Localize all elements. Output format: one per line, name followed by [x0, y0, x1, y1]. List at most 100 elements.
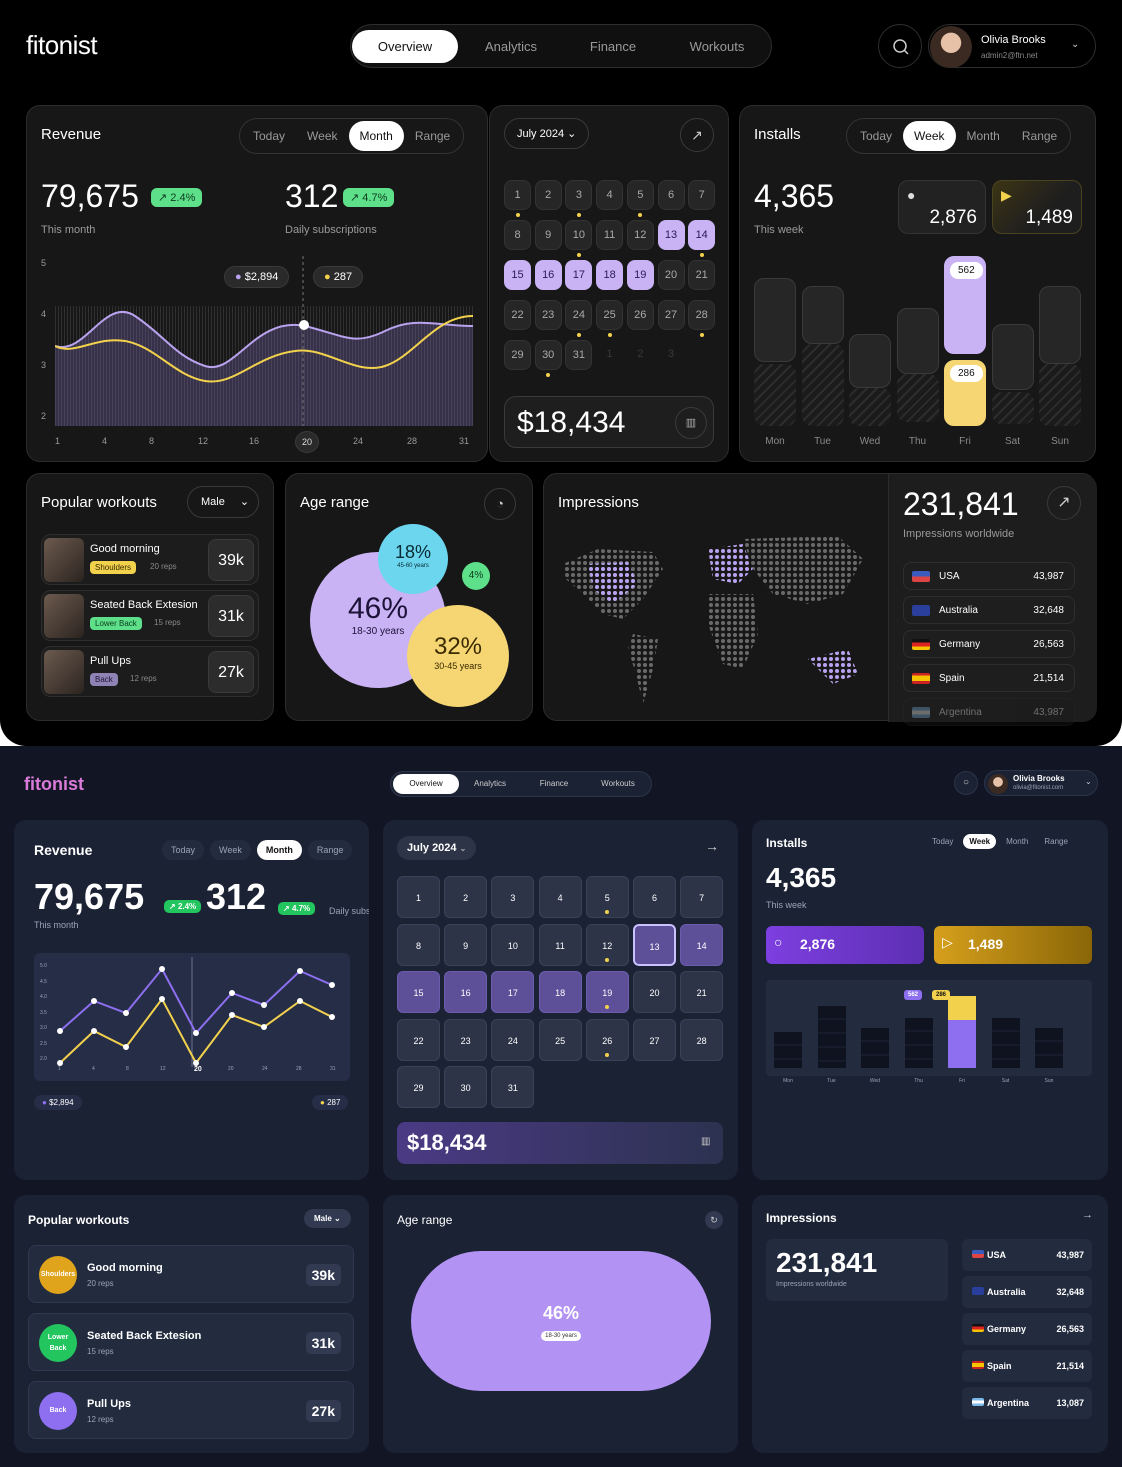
expand-arrow-icon[interactable]: ↗ [1047, 486, 1081, 520]
calendar-day[interactable]: 23 [444, 1018, 488, 1061]
install-bar[interactable] [991, 1018, 1020, 1068]
search-icon[interactable]: ○ [954, 771, 978, 795]
calendar-day[interactable]: 16 [444, 971, 488, 1013]
calendar-day[interactable]: 2 [534, 180, 562, 210]
calendar-day[interactable]: 27 [633, 1018, 676, 1061]
calendar-day[interactable]: 12 [626, 220, 654, 250]
country-row[interactable]: Spain 21,514 [903, 664, 1075, 692]
calendar-day[interactable]: 13 [633, 923, 676, 966]
refresh-icon[interactable]: ↻ [705, 1211, 723, 1229]
calendar-day[interactable]: 6 [657, 180, 685, 210]
workout-item[interactable]: Pull Ups Back 12 reps 27k [41, 646, 259, 697]
month-select[interactable]: July 2024 ⌄ [397, 836, 477, 860]
range-range[interactable]: Range [307, 840, 353, 860]
calendar-day[interactable]: 29 [504, 340, 531, 370]
install-bar[interactable] [896, 308, 939, 374]
month-select[interactable]: July 2024 ⌄ [504, 118, 590, 149]
calendar-day[interactable]: 31 [565, 340, 593, 370]
country-row[interactable]: Australia 32,648 [962, 1276, 1092, 1308]
range-week[interactable]: Week [307, 129, 338, 143]
calendar-day[interactable]: 1 [397, 876, 440, 918]
country-row[interactable]: USA 43,987 [903, 562, 1075, 590]
calendar-day[interactable]: 21 [680, 971, 724, 1013]
calendar-day[interactable]: 3 [491, 876, 535, 918]
calendar-day[interactable]: 1 [504, 180, 531, 210]
calendar-day[interactable]: 10 [491, 923, 535, 966]
calendar-day[interactable]: 12 [585, 923, 629, 966]
calendar-day[interactable]: 30 [534, 340, 562, 370]
install-bar[interactable] [904, 1018, 933, 1068]
range-today[interactable]: Today [932, 837, 954, 846]
workout-item[interactable]: Good morning Shoulders 20 reps 39k [41, 534, 259, 585]
range-month[interactable]: Month [348, 121, 404, 151]
range-month[interactable]: Month [966, 129, 1000, 143]
calendar-day[interactable]: 10 [565, 220, 593, 250]
tab-workouts[interactable]: Workouts [689, 39, 745, 54]
range-range[interactable]: Range [1044, 837, 1068, 846]
country-row[interactable]: Spain 21,514 [962, 1350, 1092, 1382]
range-month[interactable]: Month [1006, 837, 1029, 846]
calendar-day[interactable]: 22 [397, 1018, 440, 1061]
tab-analytics[interactable]: Analytics [484, 39, 538, 54]
calendar-day[interactable]: 1 [606, 348, 613, 360]
calendar-day[interactable]: 4 [596, 180, 624, 210]
country-row[interactable]: USA 43,987 [962, 1239, 1092, 1271]
calendar-day[interactable]: 18 [596, 260, 624, 290]
calendar-day[interactable]: 9 [444, 923, 488, 966]
calendar-day[interactable]: 17 [565, 260, 593, 290]
workout-item[interactable]: Seated Back Extesion Lower Back 15 reps … [41, 590, 259, 641]
calendar-day[interactable]: 31 [491, 1066, 535, 1108]
calendar-day[interactable]: 11 [596, 220, 624, 250]
calendar-day[interactable]: 14 [688, 220, 716, 250]
calendar-day[interactable]: 26 [626, 300, 654, 330]
range-today[interactable]: Today [860, 129, 893, 143]
workout-item[interactable]: Lower Back Seated Back Extesion 15 reps … [28, 1313, 354, 1371]
user-menu[interactable]: Olivia Brooks olivia@fitonist.com ⌄ [984, 770, 1098, 796]
pie-chart-icon[interactable]: ◔ [484, 488, 516, 520]
tab-overview[interactable]: Overview [393, 774, 459, 794]
range-week[interactable]: Week [963, 834, 997, 849]
calendar-day[interactable]: 21 [688, 260, 716, 290]
install-bar[interactable] [1035, 1028, 1063, 1068]
install-bar[interactable] [817, 1006, 846, 1068]
calendar-day[interactable]: 27 [657, 300, 685, 330]
calendar-day[interactable]: 20 [633, 971, 676, 1013]
calendar-day[interactable]: 28 [680, 1018, 724, 1061]
calendar-day[interactable]: 6 [633, 876, 676, 918]
calendar-day[interactable]: 25 [596, 300, 624, 330]
install-bar[interactable] [861, 1028, 889, 1068]
install-bar[interactable] [1039, 286, 1081, 364]
calendar-day[interactable]: 28 [688, 300, 716, 330]
install-bar[interactable] [991, 324, 1034, 390]
range-today[interactable]: Today [253, 129, 286, 143]
calendar-day[interactable]: 24 [565, 300, 593, 330]
range-range[interactable]: Range [1021, 129, 1058, 143]
gender-filter[interactable]: Male ⌄ [304, 1209, 351, 1228]
calendar-day[interactable]: 22 [504, 300, 531, 330]
calendar-day[interactable]: 8 [504, 220, 531, 250]
search-button[interactable] [878, 24, 922, 68]
calendar-day[interactable]: 23 [534, 300, 562, 330]
tab-overview[interactable]: Overview [352, 30, 458, 63]
install-bar[interactable] [754, 278, 796, 362]
country-row[interactable]: Germany 26,563 [962, 1313, 1092, 1345]
range-today[interactable]: Today [162, 840, 205, 860]
country-row[interactable]: Australia 32,648 [903, 596, 1075, 624]
country-row[interactable]: Argentina 43,987 [903, 698, 1075, 726]
gender-filter[interactable]: Male ⌄ [187, 486, 259, 518]
range-week[interactable]: Week [210, 840, 251, 860]
install-bar[interactable] [849, 334, 891, 388]
install-bar[interactable] [948, 996, 976, 1020]
calendar-day[interactable]: 4 [538, 876, 582, 918]
country-row[interactable]: Germany 26,563 [903, 630, 1075, 658]
calendar-day[interactable]: 3 [667, 348, 675, 360]
calendar-day[interactable]: 2 [444, 876, 488, 918]
calendar-day[interactable]: 7 [680, 876, 724, 918]
bar-chart-icon[interactable]: ▥ [675, 407, 707, 439]
calendar-day[interactable]: 24 [491, 1018, 535, 1061]
calendar-day[interactable]: 19 [626, 260, 654, 290]
workout-item[interactable]: Back Pull Ups 12 reps 27k [28, 1381, 354, 1439]
calendar-day[interactable]: 14 [680, 923, 724, 966]
calendar-day[interactable]: 7 [688, 180, 716, 210]
user-menu[interactable]: Olivia Brooks admin2@ftn.net ⌄ [928, 24, 1096, 68]
